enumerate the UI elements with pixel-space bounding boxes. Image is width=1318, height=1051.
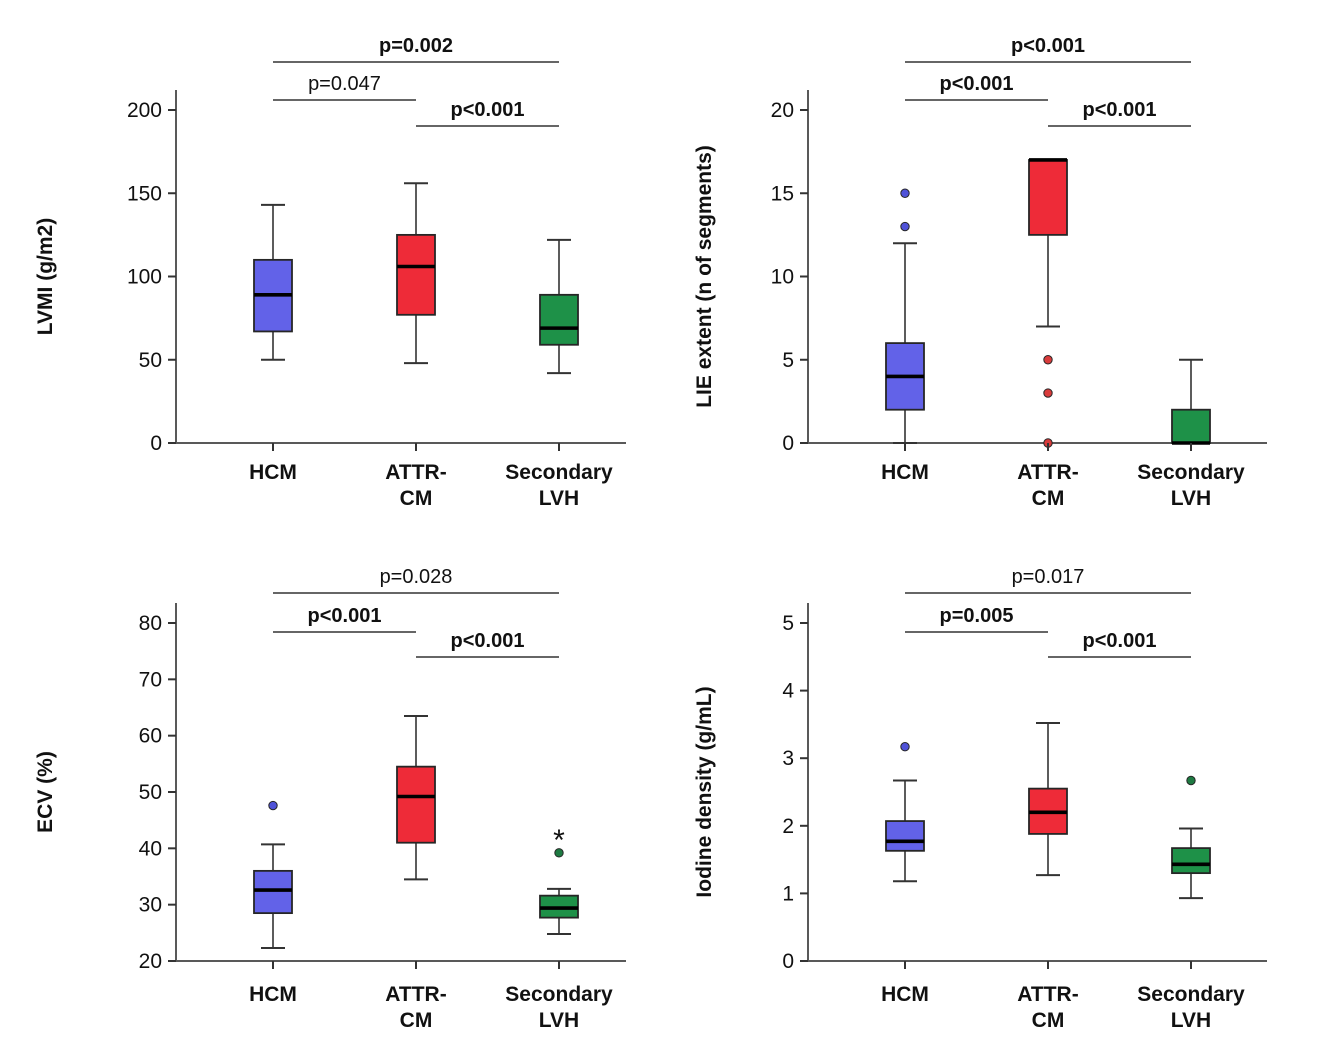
category-label-attr-cm: CM: [1032, 487, 1065, 510]
iqr-box-hcm: [885, 820, 925, 852]
p-value-label: p=0.047: [308, 73, 381, 95]
category-label-hcm: HCM: [881, 461, 929, 484]
p-value-label: p=0.017: [1012, 566, 1085, 588]
y-tick-label: 80: [139, 612, 162, 635]
boxplot-hcm: [253, 843, 293, 950]
boxplot-attr-cm: [1028, 158, 1068, 328]
iqr-box-attr-cm: [396, 233, 436, 316]
y-tick-label: 5: [782, 349, 794, 372]
iqr-box-secondary-lvh: [1171, 408, 1211, 444]
y-tick-label: 0: [782, 432, 794, 455]
category-label-attr-cm: ATTR-: [1017, 983, 1078, 1006]
chart-lie-extent-boxplot: p<0.001 p<0.001 p<0.001 0 5 10 15 20 LIE extent …: [659, 0, 1318, 525]
y-axis-title: Iodine density (g/mL): [693, 686, 716, 897]
category-label-attr-cm: CM: [1032, 1009, 1065, 1032]
category-label-attr-cm: CM: [400, 1009, 433, 1032]
iqr-box-hcm: [253, 869, 293, 915]
y-tick-label: 50: [139, 349, 162, 372]
y-tick-label: 60: [139, 725, 162, 748]
iqr-box-secondary-lvh: [1171, 847, 1211, 875]
y-tick-label: 4: [782, 680, 794, 703]
category-label-attr-cm: ATTR-: [385, 461, 446, 484]
boxplot-hcm: [885, 242, 925, 444]
boxplot-secondary-lvh: [539, 887, 579, 935]
chart-lvmi-boxplot: p=0.002 p=0.047 p<0.001 0 50 100 150 200 LVMI (g…: [0, 0, 659, 525]
boxplot-attr-cm: [396, 182, 436, 365]
y-tick-label: 15: [771, 182, 794, 205]
outlier-dot: [1043, 355, 1053, 365]
y-axis-title: LVMI (g/m2): [34, 218, 57, 335]
p-value-label: p<0.001: [940, 73, 1014, 95]
chart-ecv-boxplot: p=0.028 p<0.001 p<0.001 20 30 40 50 60 70 80 ECV (…: [0, 525, 659, 1051]
p-value-label: p<0.001: [1083, 630, 1157, 652]
outlier-dot: [1186, 775, 1196, 786]
y-tick-label: 3: [782, 747, 794, 770]
iqr-box-secondary-lvh: [539, 293, 579, 346]
category-label-attr-cm: CM: [400, 487, 433, 510]
p-value-label: p=0.002: [379, 35, 453, 57]
y-tick-label: 200: [127, 99, 162, 122]
category-label-secondary-lvh: LVH: [539, 1009, 579, 1032]
outlier-dot: [900, 742, 910, 752]
outlier-dot: [900, 188, 910, 198]
iqr-box-attr-cm: [1028, 159, 1068, 236]
y-tick-label: 70: [139, 668, 162, 691]
category-label-secondary-lvh: Secondary: [505, 983, 613, 1006]
boxplot-secondary-lvh: [1171, 827, 1211, 900]
p-value-label: p<0.001: [308, 605, 382, 627]
category-label-secondary-lvh: LVH: [1171, 487, 1211, 510]
y-tick-label: 20: [771, 99, 794, 122]
boxplot-hcm: [885, 779, 925, 883]
outlier-star: *: [553, 824, 565, 857]
category-label-attr-cm: ATTR-: [1017, 461, 1078, 484]
y-tick-label: 10: [771, 266, 794, 289]
outlier-dot: [900, 221, 910, 232]
y-tick-label: 0: [150, 432, 162, 455]
category-label-secondary-lvh: LVH: [539, 487, 579, 510]
p-value-label: p<0.001: [1011, 35, 1085, 57]
y-tick-label: 5: [782, 612, 794, 635]
boxplot-secondary-lvh: [539, 238, 579, 375]
p-value-label: p=0.028: [380, 566, 453, 588]
category-label-secondary-lvh: Secondary: [1137, 461, 1245, 484]
outlier-dot: [1043, 388, 1053, 398]
y-tick-label: 30: [139, 894, 162, 917]
ecv-boxplot-svg: p=0.028 p<0.001 p<0.001 20 30 40 50 60 70 80 ECV (…: [34, 566, 626, 1032]
y-tick-label: 150: [127, 182, 162, 205]
boxplot-attr-cm: [396, 714, 436, 881]
category-label-secondary-lvh: Secondary: [1137, 983, 1245, 1006]
y-tick-label: 40: [139, 837, 162, 860]
y-tick-label: 1: [782, 882, 794, 905]
y-tick-label: 100: [127, 266, 162, 289]
category-label-secondary-lvh: Secondary: [505, 461, 613, 484]
outlier-dot: [554, 848, 564, 858]
lie-extent-boxplot-svg: p<0.001 p<0.001 p<0.001 0 5 10 15 20 LIE extent …: [693, 35, 1267, 510]
iqr-box-attr-cm: [396, 765, 436, 844]
y-tick-label: 20: [139, 950, 162, 973]
y-axis-title: ECV (%): [34, 751, 57, 833]
p-value-label: p<0.001: [451, 630, 525, 652]
p-value-label: p<0.001: [1083, 99, 1157, 121]
category-label-hcm: HCM: [249, 983, 297, 1006]
y-tick-label: 50: [139, 781, 162, 804]
outlier-dot: [268, 800, 278, 811]
iodine-density-boxplot-svg: p=0.017 p=0.005 p<0.001 0 1 2 3 4 5 Iodine densit…: [693, 566, 1267, 1032]
y-tick-label: 0: [782, 950, 794, 973]
boxplot-secondary-lvh: [1171, 358, 1211, 445]
chart-iodine-density-boxplot: p=0.017 p=0.005 p<0.001 0 1 2 3 4 5 Iodine densit…: [659, 525, 1318, 1051]
p-value-label: p<0.001: [451, 99, 525, 121]
category-label-hcm: HCM: [881, 983, 929, 1006]
boxplot-hcm: [253, 203, 293, 361]
p-value-label: p=0.005: [940, 605, 1014, 627]
y-axis-title: LIE extent (n of segments): [693, 145, 716, 408]
category-label-attr-cm: ATTR-: [385, 983, 446, 1006]
category-label-secondary-lvh: LVH: [1171, 1009, 1211, 1032]
y-tick-label: 2: [782, 815, 794, 838]
boxplot-attr-cm: [1028, 722, 1068, 877]
lvmi-boxplot-svg: p=0.002 p=0.047 p<0.001 0 50 100 150 200 LVMI (g…: [34, 35, 626, 510]
category-label-hcm: HCM: [249, 461, 297, 484]
